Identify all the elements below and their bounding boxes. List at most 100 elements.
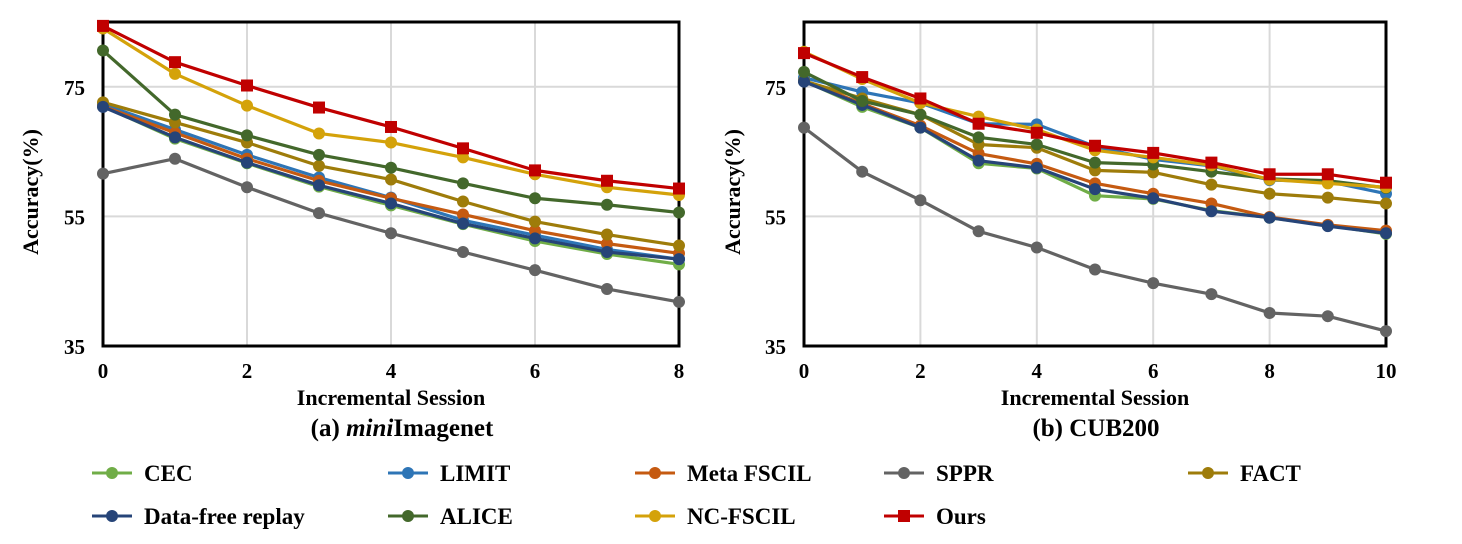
data-point-fact [1263,187,1276,200]
data-point-alice [601,198,613,211]
x-tick-label: 2 [915,359,926,383]
series-ours [798,47,1392,189]
legend-item-nc-fscil: NC-FSCIL [635,504,796,529]
data-point-fact [1380,197,1392,210]
data-point-sppr [1205,288,1218,301]
data-point-sppr [457,246,469,259]
data-point-ours [1263,168,1276,181]
x-tick-label: 6 [1148,359,1159,383]
legend-circle-marker-icon [106,467,118,479]
data-point-data-free-replay [241,156,253,169]
data-point-data-free-replay [1205,205,1218,218]
data-point-data-free-replay [457,217,469,230]
legend-circle-marker-icon [1202,467,1214,479]
data-point-sppr [673,295,685,308]
data-point-fact [529,215,541,228]
legend-label: NC-FSCIL [687,504,796,529]
data-point-alice [97,44,109,57]
data-point-alice [457,177,469,190]
legend-label: Meta FSCIL [687,461,812,486]
x-axis-label: Incremental Session [1001,385,1189,410]
data-point-sppr [529,264,541,277]
legend-item-limit: LIMIT [388,461,510,486]
data-point-sppr [169,152,181,165]
legend-item-ours: Ours [884,504,986,529]
x-tick-label: 10 [1376,359,1397,383]
data-point-ours [457,142,469,155]
x-tick-label: 0 [98,359,109,383]
data-point-data-free-replay [798,75,810,88]
y-tick-label: 75 [64,76,85,100]
series-alice [97,44,685,219]
legend-label: FACT [1240,461,1301,486]
data-point-ours [529,164,541,177]
data-point-alice [798,65,810,78]
legend-label: Data-free replay [144,504,305,529]
data-point-data-free-replay [1030,161,1043,174]
data-point-meta-fscil [457,208,469,221]
data-point-sppr [601,282,613,295]
data-point-fact [1321,191,1334,204]
legend-circle-marker-icon [649,467,661,479]
series-data-free-replay [798,75,1392,240]
data-point-ours [97,19,109,32]
data-point-alice [241,129,253,142]
caption-miniimagenet: (a) miniImagenet [311,415,494,442]
x-tick-label: 8 [1264,359,1275,383]
data-point-ours [601,174,613,187]
data-point-ours [169,56,181,69]
data-point-ours [1380,176,1392,189]
data-point-sppr [1380,325,1392,338]
legend-label: CEC [144,461,193,486]
data-point-data-free-replay [673,253,685,266]
data-point-ours [1030,126,1043,139]
data-point-alice [169,108,181,121]
caption-cub200: (b) CUB200 [1032,415,1159,442]
data-point-data-free-replay [1263,211,1276,224]
legend-item-alice: ALICE [388,504,513,529]
legend-label: ALICE [440,504,513,529]
data-point-ours [856,71,869,84]
y-tick-label: 35 [765,335,786,359]
data-point-data-free-replay [385,197,397,210]
data-point-fact [313,159,325,172]
data-point-fact [457,195,469,208]
x-tick-label: 2 [242,359,253,383]
data-point-fact [673,239,685,252]
data-point-sppr [856,165,869,178]
data-point-sppr [241,181,253,194]
data-point-sppr [1321,310,1334,323]
data-point-sppr [1263,306,1276,319]
data-point-alice [1030,138,1043,151]
data-point-data-free-replay [972,154,985,167]
data-point-data-free-replay [313,179,325,192]
legend: CEC LIMIT Meta FSCIL SPPR FACT Data-free repl… [92,461,1301,529]
data-point-nc-fscil [169,67,181,80]
chart-panel-cub200: 35 55 75 0 2 4 6 8 10 Incremental Session Accuracy… [720,20,1397,410]
data-point-data-free-replay [1147,192,1160,205]
x-tick-label: 4 [386,359,397,383]
legend-circle-marker-icon [402,467,414,479]
data-point-ours [385,120,397,133]
legend-circle-marker-icon [898,467,910,479]
data-point-ours [1147,146,1160,159]
data-point-nc-fscil [385,136,397,149]
chart-panel-miniimagenet: 35 55 75 0 2 4 6 8 Incremental Session Accuracy(%… [18,19,685,410]
data-point-alice [972,131,985,144]
data-point-sppr [798,121,810,134]
data-point-data-free-replay [97,100,109,113]
data-point-ours [972,117,985,130]
data-point-nc-fscil [313,127,325,140]
data-point-alice [385,161,397,174]
data-point-sppr [313,207,325,220]
legend-label: SPPR [936,461,994,486]
y-tick-label: 75 [765,76,786,100]
legend-circle-marker-icon [402,510,414,522]
data-point-nc-fscil [241,99,253,112]
series-data-free-replay [97,100,685,266]
data-point-ours [1089,139,1101,152]
data-point-fact [1205,178,1218,191]
data-point-sppr [1030,241,1043,254]
data-point-nc-fscil [1321,177,1334,190]
data-point-alice [856,95,869,108]
